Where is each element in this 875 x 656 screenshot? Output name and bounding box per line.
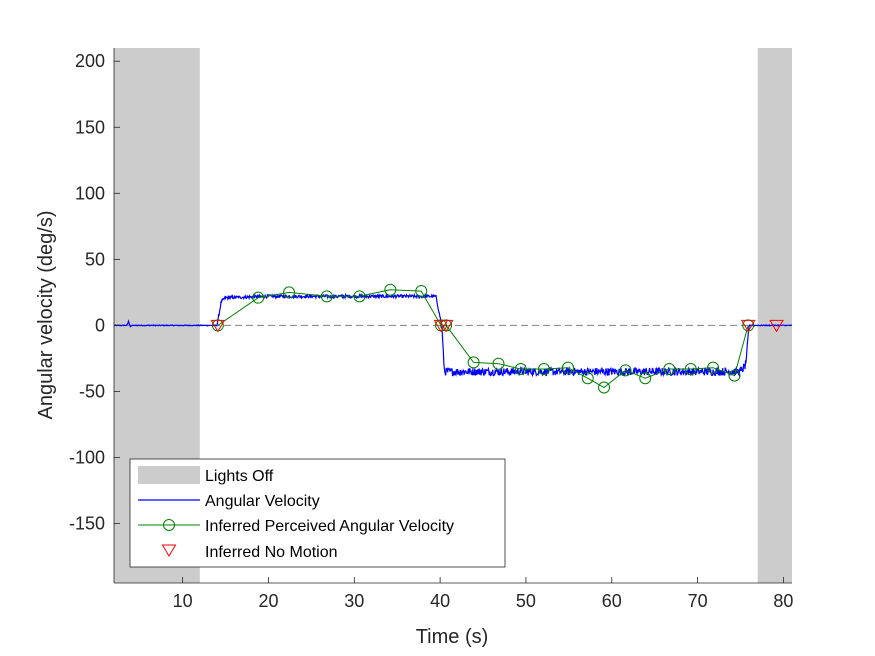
perceived-point [415, 285, 428, 298]
y-tick-label: 50 [85, 249, 105, 269]
y-tick-label: 100 [75, 183, 105, 203]
y-tick-label: -150 [69, 514, 105, 534]
y-axis-ticks: -150 -100 -50 0 50 100 150 200 [69, 51, 120, 534]
y-tick-label: 0 [95, 315, 105, 335]
y-tick-label: 200 [75, 51, 105, 71]
perceived-point [619, 364, 632, 377]
x-tick-label: 50 [516, 591, 536, 611]
perceived-point [537, 363, 550, 375]
perceived-point [562, 361, 575, 374]
no-motion-point [438, 319, 454, 333]
perceived-point [598, 381, 611, 394]
no-motion-point [740, 319, 756, 333]
perceived-point [663, 363, 676, 375]
perceived-point [684, 363, 697, 375]
x-tick-label: 30 [344, 591, 364, 611]
lights-off-region-1 [757, 48, 792, 583]
x-tick-label: 60 [602, 591, 622, 611]
perceived-point [467, 356, 480, 369]
series-inferred-perceived [211, 283, 755, 394]
x-axis-ticks: 10 20 30 40 50 60 70 80 [173, 577, 793, 611]
perceived-point [384, 283, 397, 296]
legend-angular-velocity-label: Angular Velocity [205, 493, 320, 510]
perceived-point [639, 372, 652, 385]
series-inferred-no-motion [210, 319, 784, 333]
perceived-point [707, 361, 720, 374]
legend-perceived-swatch-marker [163, 519, 175, 531]
perceived-point [581, 372, 594, 385]
x-tick-label: 20 [258, 591, 278, 611]
y-tick-label: -100 [69, 448, 105, 468]
perceived-point [492, 357, 505, 370]
perceived-point [353, 290, 366, 303]
y-axis-title: Angular velocity (deg/s) [35, 211, 57, 420]
y-tick-label: 150 [75, 117, 105, 137]
no-motion-point [769, 319, 784, 333]
no-motion-point [210, 319, 226, 333]
x-tick-label: 40 [430, 591, 450, 611]
y-tick-label: -50 [79, 381, 105, 401]
perceived-point [728, 369, 741, 382]
perceived-point [514, 363, 527, 375]
x-tick-label: 10 [173, 591, 193, 611]
axes [113, 48, 792, 584]
legend-no-motion-swatch [161, 544, 177, 557]
legend-lights-off-label: Lights Off [205, 468, 274, 485]
legend: Lights Off Angular Velocity Inferred Per… [129, 458, 506, 568]
perceived-point [320, 290, 333, 303]
x-tick-label: 70 [688, 591, 708, 611]
perceived-point [283, 286, 296, 299]
x-axis-title: Time (s) [416, 626, 489, 648]
legend-perceived-label: Inferred Perceived Angular Velocity [205, 518, 454, 535]
x-tick-label: 80 [773, 591, 793, 611]
perceived-point [252, 291, 265, 304]
perceived-line [217, 289, 749, 389]
legend-no-motion-label: Inferred No Motion [205, 544, 338, 561]
legend-lights-off-swatch [138, 466, 200, 484]
